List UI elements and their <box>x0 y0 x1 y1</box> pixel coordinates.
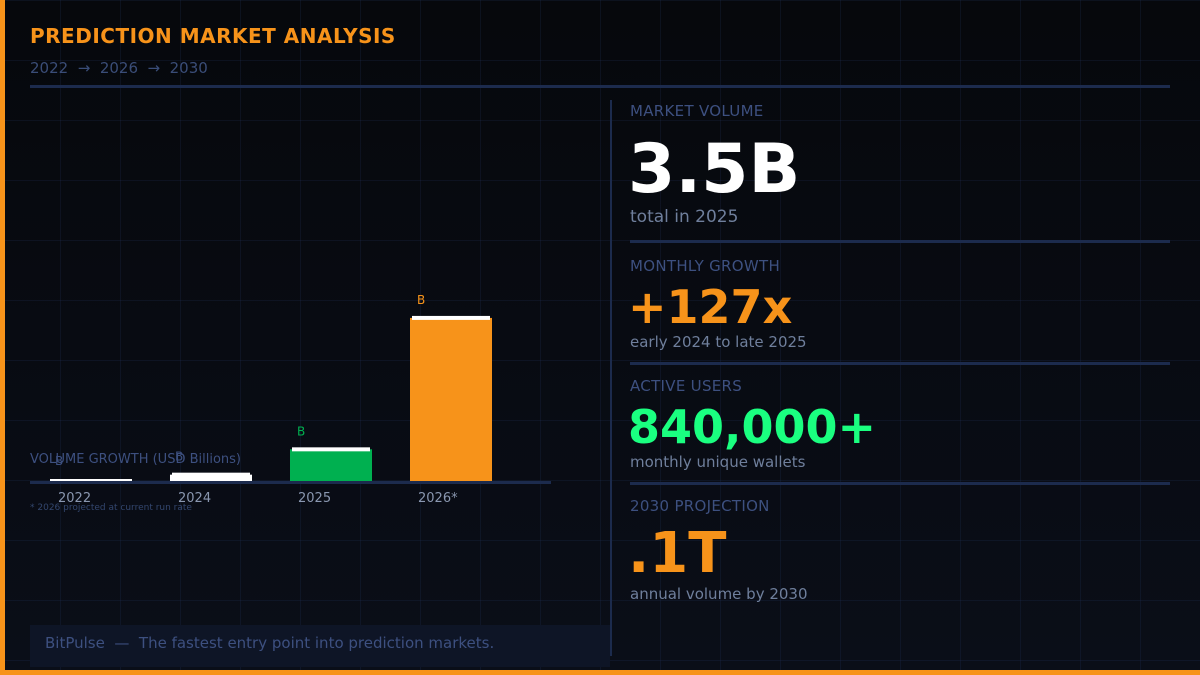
chart-footnote: * 2026 projected at current run rate <box>30 503 192 513</box>
chart-title: VOLUME GROWTH (USD Billions) <box>30 452 241 467</box>
tick-label-1: 2024 <box>178 491 211 506</box>
header-divider <box>30 85 1170 88</box>
bar-0 <box>50 479 132 481</box>
stat-value-active-users: 840,000+ <box>628 400 877 454</box>
stat-value-2030-projection: .1T <box>628 521 727 586</box>
bar-1 <box>170 474 252 481</box>
stat-label-active-users: ACTIVE USERS <box>630 377 743 395</box>
tick-label-2: 2025 <box>298 491 331 506</box>
bar-cap-2 <box>292 447 370 452</box>
stat-label-2030-projection: 2030 PROJECTION <box>630 497 770 515</box>
value-label-0: B <box>55 454 63 468</box>
volume-bar-chart: VOLUME GROWTH (USD Billions)B2022B2024B2… <box>30 293 551 506</box>
bottom-accent-bar <box>0 670 1200 675</box>
stat-desc-monthly-growth: early 2024 to late 2025 <box>630 333 807 351</box>
left-accent-bar <box>0 0 5 675</box>
footer-banner <box>30 625 610 667</box>
value-label-3: B <box>417 293 425 307</box>
tick-label-3: 2026* <box>418 491 458 506</box>
stat-divider <box>630 482 1170 485</box>
page-title: PREDICTION MARKET ANALYSIS <box>30 24 396 48</box>
tick-label-0: 2022 <box>58 491 91 506</box>
stat-label-monthly-growth: MONTHLY GROWTH <box>630 257 781 275</box>
footer-tagline: BitPulse — The fastest entry point into … <box>45 634 495 652</box>
bar-cap-1 <box>172 472 250 477</box>
stat-desc-market-volume: total in 2025 <box>630 207 739 227</box>
stat-divider <box>630 240 1170 243</box>
stat-desc-active-users: monthly unique wallets <box>630 453 806 471</box>
stat-value-monthly-growth: +127x <box>628 280 793 334</box>
stat-label-market-volume: MARKET VOLUME <box>630 102 764 120</box>
column-divider <box>610 100 612 656</box>
value-label-2: B <box>297 424 305 438</box>
value-label-1: B <box>175 450 183 464</box>
x-axis-line <box>30 481 551 484</box>
stat-divider <box>630 362 1170 365</box>
stat-desc-2030-projection: annual volume by 2030 <box>630 585 808 603</box>
bar-cap-3 <box>412 315 490 320</box>
page-subtitle: 2022 → 2026 → 2030 <box>30 59 208 77</box>
bar-3 <box>410 317 492 481</box>
stat-value-market-volume: 3.5B <box>628 130 801 209</box>
bar-2 <box>290 449 372 481</box>
